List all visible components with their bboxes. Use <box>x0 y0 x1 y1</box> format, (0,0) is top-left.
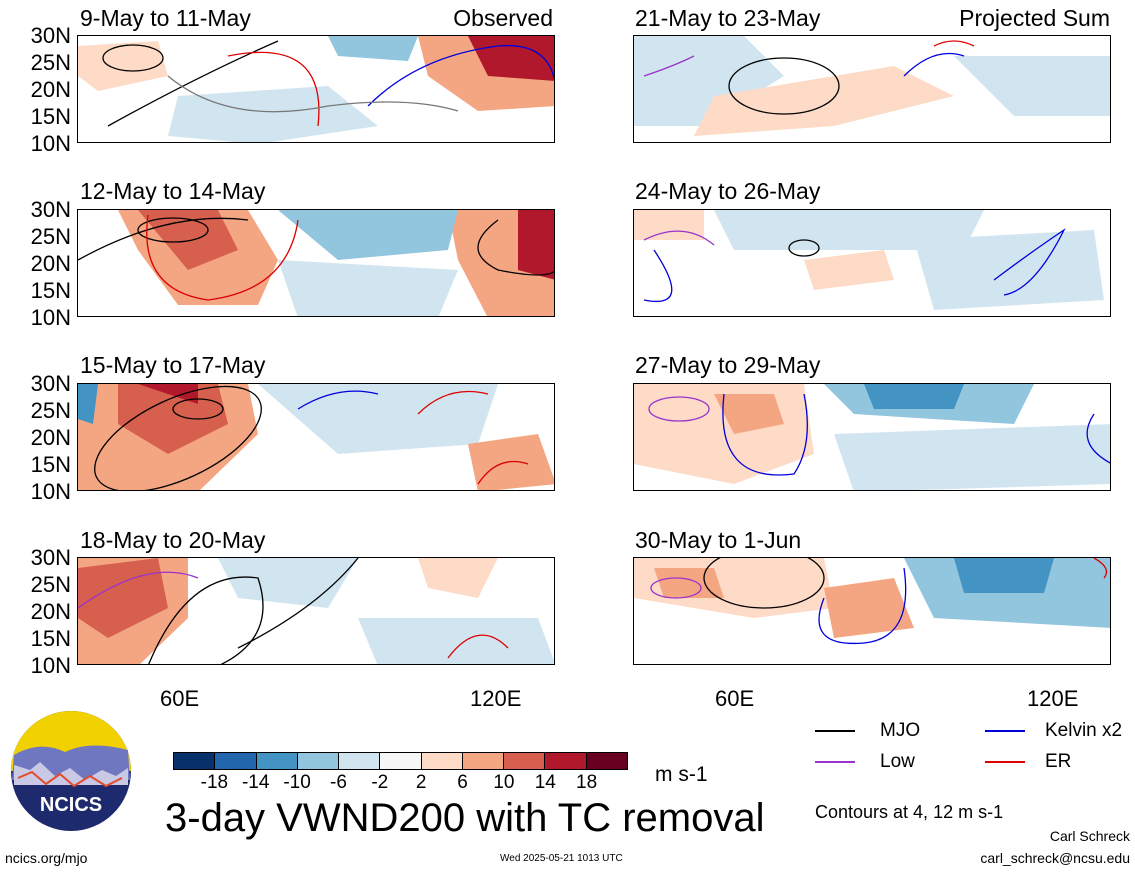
colorbar-swatch <box>420 753 462 769</box>
contours-note: Contours at 4, 12 m s-1 <box>815 802 1004 822</box>
lon-label-60e-right: 60E <box>715 686 755 711</box>
legend-label-kelvin: Kelvin x2 <box>1045 720 1123 741</box>
colorbar <box>173 752 628 770</box>
colorbar-tick-label: -6 <box>330 772 347 793</box>
panel-title-7: 27-May to 29-May <box>635 352 821 378</box>
colorbar-tick-label: -18 <box>200 772 229 793</box>
footer-email[interactable]: carl_schreck@ncsu.edu <box>980 850 1130 866</box>
panel-title-4: 18-May to 20-May <box>80 527 266 553</box>
colorbar-units: m s-1 <box>655 763 708 786</box>
map-panel-5 <box>633 35 1111 143</box>
footer-author: Carl Schreck <box>1049 828 1130 844</box>
map-panel-4 <box>77 557 555 665</box>
colorbar-tick-label: 18 <box>576 772 598 793</box>
legend-line-er <box>985 761 1025 763</box>
map-panel-7 <box>633 383 1111 491</box>
lon-label-60e-left: 60E <box>160 686 200 711</box>
footer-timestamp: Wed 2025-05-21 1013 UTC <box>500 853 623 864</box>
panel-tag-observed: Observed <box>453 5 553 31</box>
colorbar-tick-label: -14 <box>241 772 270 793</box>
colorbar-swatch <box>255 753 297 769</box>
colorbar-swatch <box>379 753 421 769</box>
legend-line-kelvin <box>985 730 1025 732</box>
legend-label-low: Low <box>880 751 915 772</box>
legend-line-low <box>815 761 855 763</box>
map-panel-2 <box>77 209 555 317</box>
panel-tag-projected: Projected Sum <box>959 5 1110 31</box>
colorbar-tick-label: 2 <box>415 772 427 793</box>
panel-title-1: 9-May to 11-May <box>80 5 251 31</box>
logo-text: NCICS <box>40 794 102 816</box>
colorbar-swatch <box>503 753 545 769</box>
colorbar-tick-label: 10 <box>493 772 515 793</box>
colorbar-swatch <box>585 753 627 769</box>
colorbar-tick-label: 14 <box>534 772 556 793</box>
footer-url[interactable]: ncics.org/mjo <box>5 850 88 866</box>
colorbar-swatch <box>544 753 586 769</box>
colorbar-ticks: -18 -14 -10 -6 -2 2 6 10 14 18 <box>173 772 628 796</box>
colorbar-swatch <box>338 753 380 769</box>
panel-title-6: 24-May to 26-May <box>635 178 821 204</box>
colorbar-tick-label: -10 <box>283 772 311 793</box>
colorbar-swatch <box>296 753 339 769</box>
colorbar-swatch <box>174 753 215 769</box>
map-panel-8 <box>633 557 1111 665</box>
lon-label-120e-right: 120E <box>1027 686 1079 711</box>
colorbar-swatch <box>461 753 504 769</box>
main-title: 3-day VWND200 with TC removal <box>165 796 765 840</box>
colorbar-swatch <box>214 753 256 769</box>
panel-title-3: 15-May to 17-May <box>80 352 266 378</box>
panel-title-2: 12-May to 14-May <box>80 178 266 204</box>
panel-title-8: 30-May to 1-Jun <box>635 527 802 553</box>
map-panel-3 <box>77 383 555 491</box>
map-panel-6 <box>633 209 1111 317</box>
ncics-logo: NCICS <box>10 710 132 832</box>
colorbar-tick-label: 6 <box>457 772 468 793</box>
map-panel-1 <box>77 35 555 143</box>
lon-label-120e-left: 120E <box>470 686 522 711</box>
panel-title-5: 21-May to 23-May <box>635 5 821 31</box>
colorbar-tick-label: -2 <box>371 772 389 793</box>
legend-label-mjo: MJO <box>880 720 921 741</box>
legend-line-mjo <box>815 730 855 732</box>
legend-label-er: ER <box>1045 751 1072 772</box>
